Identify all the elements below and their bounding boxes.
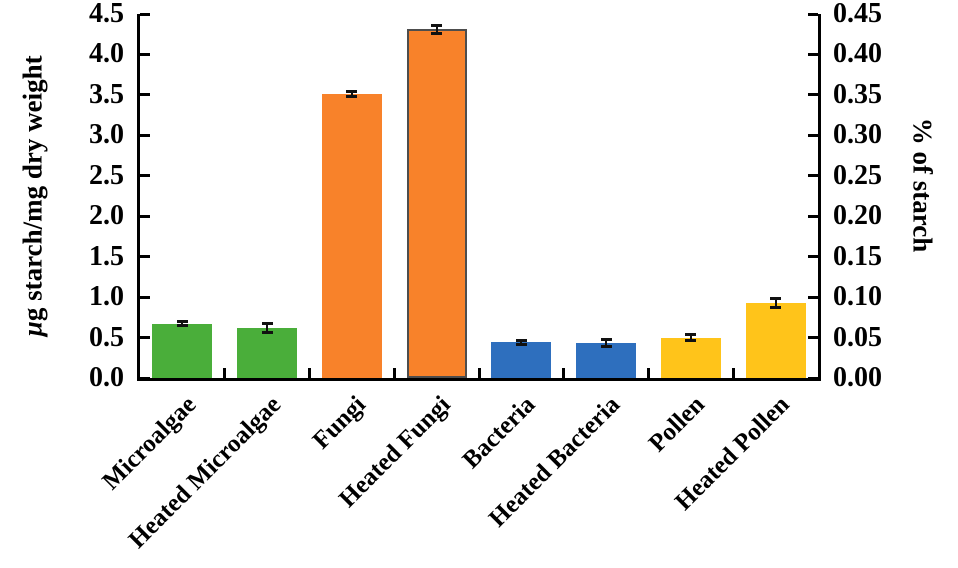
left-axis-tick-label: 4.5 (89, 0, 124, 29)
right-axis-tick-label: 0.30 (833, 119, 882, 151)
bar-heated-bacteria (576, 343, 637, 378)
right-axis-tick (808, 174, 818, 178)
error-bar-cap-bottom (515, 342, 527, 346)
right-axis-tick (808, 12, 818, 16)
bar-microalgae (152, 323, 213, 378)
bar-bacteria (491, 342, 552, 378)
bar-heated-fungi (406, 29, 467, 378)
x-axis-tick (392, 368, 396, 378)
left-axis-tick-label: 3.5 (89, 78, 124, 110)
right-axis-tick (808, 133, 818, 137)
error-bar-heated-bacteria (605, 339, 608, 348)
left-axis-tick (140, 93, 150, 97)
left-axis-tick (140, 255, 150, 259)
right-axis-tick-label: 0.25 (833, 159, 882, 191)
left-axis-tick (140, 376, 150, 380)
error-bar-cap-top (346, 89, 358, 93)
error-bar-cap-top (176, 320, 188, 324)
error-bar-cap-top (431, 23, 443, 27)
right-axis-tick (808, 93, 818, 97)
right-axis-tick-label: 0.15 (833, 240, 882, 272)
error-bar-cap-bottom (770, 305, 782, 309)
left-axis-tick-label: 2.0 (89, 200, 124, 232)
error-bar-cap-top (685, 333, 697, 337)
left-axis-tick-label: 2.5 (89, 159, 124, 191)
plot-area (137, 12, 821, 381)
bar-fungi (321, 94, 382, 378)
left-axis-tick (140, 336, 150, 340)
error-bar-bacteria (520, 339, 523, 345)
left-axis-tick-label: 3.0 (89, 119, 124, 151)
error-bar-cap-bottom (685, 338, 697, 342)
error-bar-heated-microalgae (266, 322, 269, 333)
right-axis-tick (808, 214, 818, 218)
right-axis-tick-label: 0.40 (833, 38, 882, 70)
x-axis-tick (647, 368, 650, 378)
error-bar-fungi (350, 90, 353, 98)
left-axis-tick (140, 52, 150, 56)
error-bar-cap-bottom (261, 330, 273, 334)
left-axis-tick (140, 174, 150, 178)
x-axis-tick (223, 368, 227, 378)
right-axis-tick (808, 336, 818, 340)
bar-heated-pollen (745, 302, 806, 378)
right-axis-tick-label: 0.20 (833, 200, 882, 232)
right-axis-tick (808, 376, 818, 380)
right-axis-tick (808, 295, 818, 299)
right-axis-tick-label: 0.45 (833, 0, 882, 29)
error-bar-cap-bottom (346, 95, 358, 99)
x-axis-tick (477, 368, 481, 378)
right-axis-tick (808, 52, 818, 56)
left-axis-tick (140, 12, 150, 16)
error-bar-cap-top (515, 338, 527, 342)
left-axis-tick-label: 1.0 (89, 281, 124, 313)
error-bar-cap-top (261, 321, 273, 325)
right-axis-tick-label: 0.05 (833, 321, 882, 353)
right-axis-title: % of starch (907, 117, 938, 253)
error-bar-heated-fungi (435, 24, 438, 35)
error-bar-heated-pollen (774, 297, 777, 308)
error-bar-cap-bottom (176, 324, 188, 328)
left-axis-tick-label: 0.0 (89, 362, 124, 393)
right-axis-tick-label: 0.35 (833, 78, 882, 110)
bar-heated-microalgae (237, 327, 298, 378)
left-axis-tick-label: 4.0 (89, 38, 124, 70)
right-axis-tick-label: 0.10 (833, 281, 882, 313)
error-bar-cap-top (600, 338, 612, 342)
error-bar-cap-bottom (600, 345, 612, 349)
bar-pollen (660, 337, 721, 378)
right-axis-tick-label: 0.00 (833, 362, 882, 393)
x-axis-tick (731, 368, 735, 378)
left-axis-tick (140, 295, 150, 299)
error-bar-pollen (689, 334, 692, 341)
error-bar-cap-top (770, 296, 782, 300)
left-axis-tick (140, 133, 150, 137)
error-bar-cap-bottom (431, 32, 443, 36)
left-axis-tick (140, 214, 150, 218)
right-axis-tick (808, 255, 818, 259)
x-axis-tick (308, 368, 311, 378)
left-axis-tick-label: 1.5 (89, 240, 124, 272)
error-bar-microalgae (181, 321, 184, 327)
left-axis-tick-label: 0.5 (89, 321, 124, 353)
x-axis-tick (562, 368, 566, 378)
